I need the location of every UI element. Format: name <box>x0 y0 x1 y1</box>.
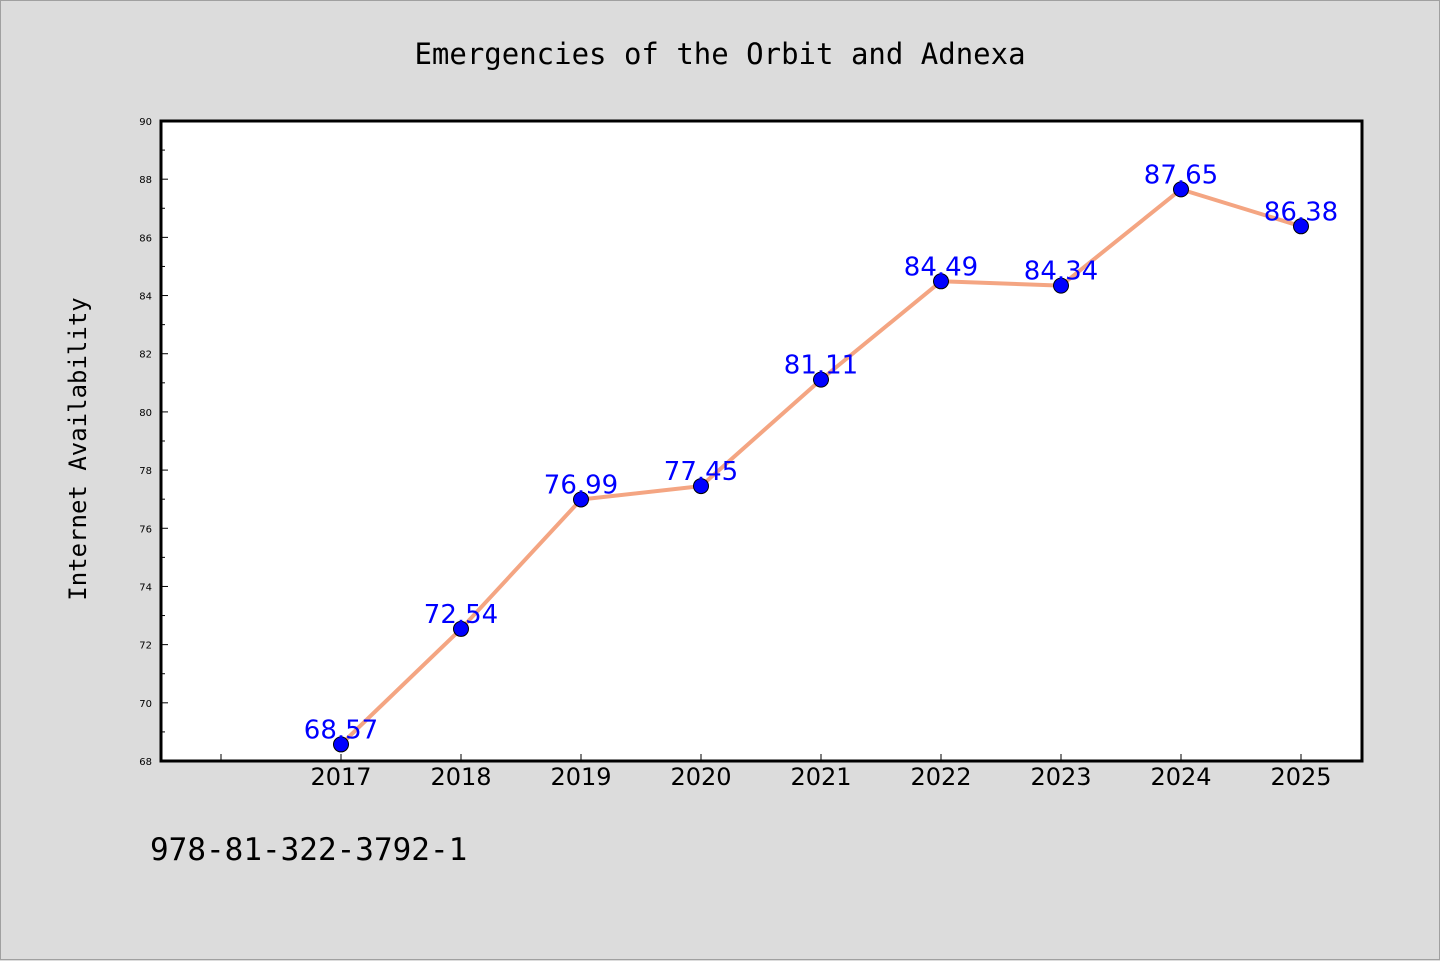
footer-isbn: 978-81-322-3792-1 <box>150 832 468 868</box>
data-label-2020: 77.45 <box>664 457 738 487</box>
data-point-2023 <box>1053 277 1069 294</box>
data-point-2025 <box>1293 218 1309 235</box>
x-tick-label-2021: 2021 <box>790 763 851 791</box>
y-tick-label-88: 88 <box>139 175 152 186</box>
x-tick-label-2017: 2017 <box>310 763 371 791</box>
x-axis: 2017 2018 2019 2020 2021 2022 2023 2024 2025 <box>220 754 1332 791</box>
y-tick-label-80: 80 <box>139 408 152 419</box>
data-label-2024: 87.65 <box>1144 160 1218 190</box>
data-point-2017 <box>333 736 349 753</box>
data-label-2023: 84.34 <box>1024 257 1098 287</box>
data-label-2021: 81.11 <box>784 351 858 381</box>
y-tick-label-86: 86 <box>139 233 152 244</box>
y-tick-label-76: 76 <box>139 524 152 535</box>
y-tick-label-78: 78 <box>139 466 152 477</box>
data-label-2019: 76.99 <box>544 470 618 500</box>
data-point-2019 <box>573 491 589 508</box>
data-label-2022: 84.49 <box>904 252 978 282</box>
data-point-2022 <box>933 273 949 290</box>
x-tick-label-2024: 2024 <box>1150 763 1211 791</box>
x-tick-label-2025: 2025 <box>1270 763 1331 791</box>
x-tick-label-2022: 2022 <box>910 763 971 791</box>
data-label-2018: 72.54 <box>424 600 498 630</box>
x-tick-label-2020: 2020 <box>670 763 731 791</box>
plot-area <box>159 119 1364 763</box>
y-tick-label-84: 84 <box>139 292 152 303</box>
x-tick-label-2018: 2018 <box>430 763 491 791</box>
chart-title: Emergencies of the Orbit and Adnexa <box>414 37 1025 71</box>
x-tick-label-2019: 2019 <box>550 763 611 791</box>
data-label-2025: 86.38 <box>1264 197 1338 227</box>
y-tick-label-90: 90 <box>139 117 152 128</box>
data-point-2018 <box>453 620 469 637</box>
y-tick-label-68: 68 <box>139 757 152 768</box>
y-tick-label-82: 82 <box>139 350 152 361</box>
data-point-2020 <box>693 478 709 495</box>
data-point-2021 <box>813 371 829 388</box>
data-point-2024 <box>1173 181 1189 198</box>
series-group: 68.57 72.54 76.99 77.45 81.11 84.49 84.34 87.65… <box>304 160 1338 753</box>
y-tick-label-70: 70 <box>139 699 152 710</box>
y-axis-label: Internet Availability <box>64 297 92 600</box>
y-axis: 68 70 72 74 76 78 80 82 84 86 88 90 <box>139 117 168 768</box>
x-tick-label-2023: 2023 <box>1030 763 1091 791</box>
y-tick-label-72: 72 <box>139 641 152 652</box>
y-tick-label-74: 74 <box>139 582 152 593</box>
data-label-2017: 68.57 <box>304 715 378 745</box>
